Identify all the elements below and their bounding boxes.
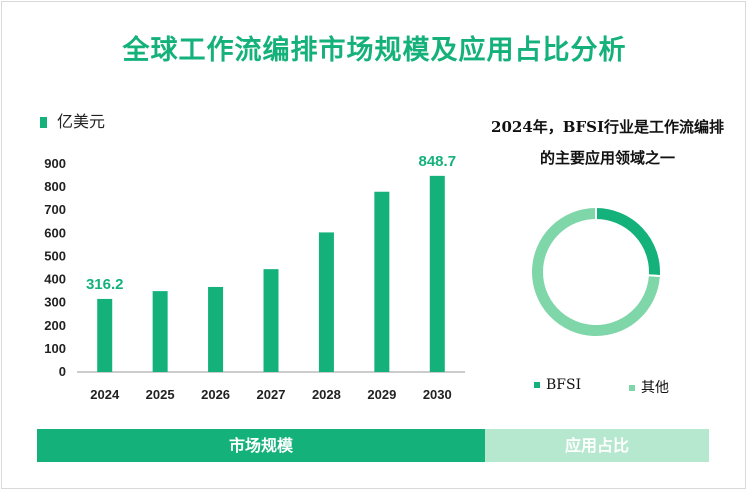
x-tick-label: 2029 — [367, 387, 396, 402]
legend-label-bfsi: BFSI — [546, 377, 582, 393]
legend-item-bfsi: BFSI — [534, 377, 581, 393]
legend-swatch-other — [629, 385, 635, 391]
page-title: 全球工作流编排市场规模及应用占比分析 — [122, 35, 627, 66]
data-label: 848.7 — [419, 153, 457, 170]
y-tick-label: 700 — [44, 202, 66, 217]
unit-legend: 亿美元 — [40, 108, 105, 132]
legend-label-other: 其他 — [641, 380, 669, 396]
x-tick-label: 2028 — [312, 387, 341, 402]
y-tick-label: 200 — [44, 318, 66, 333]
bar-2025 — [152, 291, 168, 372]
caption-line-1: 2024年，BFSI行业是工作流编排 — [491, 118, 724, 136]
bar-2029 — [374, 191, 390, 372]
tab-market-size[interactable]: 市场规模 — [37, 429, 485, 462]
data-label: 316.2 — [86, 276, 124, 293]
y-tick-label: 500 — [44, 248, 66, 263]
y-tick-label: 0 — [59, 364, 66, 379]
donut-slice-BFSI — [595, 205, 662, 278]
x-tick-label: 2025 — [146, 387, 175, 402]
x-tick-label: 2024 — [90, 387, 120, 402]
x-tick-label: 2030 — [423, 387, 452, 402]
bar-2028 — [318, 232, 334, 372]
x-tick-label: 2026 — [201, 387, 230, 402]
y-tick-label: 100 — [44, 341, 66, 356]
tab-application-share[interactable]: 应用占比 — [485, 429, 709, 462]
y-tick-label: 800 — [44, 179, 66, 194]
caption-line-2: 的主要应用领域之一 — [539, 149, 675, 167]
unit-swatch — [40, 117, 47, 128]
bar-2026 — [208, 286, 224, 372]
legend-swatch-bfsi — [534, 382, 540, 388]
legend-item-other: 其他 — [629, 377, 669, 397]
donut-caption: 2024年，BFSI行业是工作流编排 的主要应用领域之一 — [470, 112, 745, 174]
donut-slice-其他 — [530, 205, 662, 338]
y-tick-label: 600 — [44, 225, 66, 240]
x-tick-label: 2027 — [257, 387, 286, 402]
y-tick-label: 400 — [44, 272, 66, 287]
bar-2024 — [97, 298, 113, 372]
y-tick-label: 300 — [44, 295, 66, 310]
y-tick-label: 900 — [44, 156, 66, 171]
unit-label: 亿美元 — [57, 112, 106, 131]
bar-2030 — [429, 175, 445, 372]
bar-2027 — [263, 269, 279, 372]
